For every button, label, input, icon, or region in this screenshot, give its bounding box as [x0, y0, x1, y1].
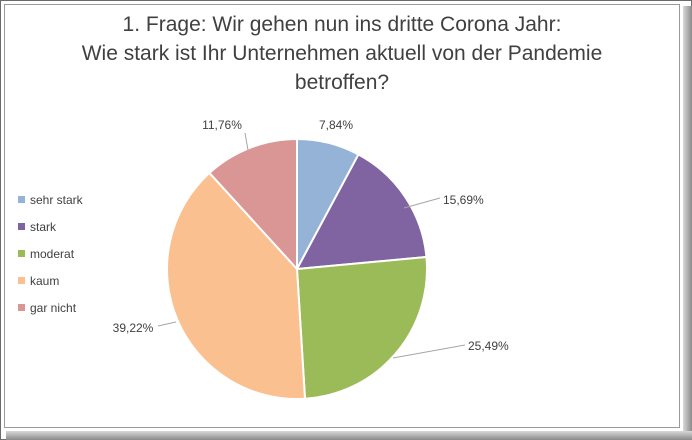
legend-item-sehr-stark: sehr stark	[18, 186, 83, 213]
legend-swatch	[18, 196, 25, 203]
data-label: 25,49%	[468, 339, 509, 353]
chart-title-line-2: Wie stark ist Ihr Unternehmen aktuell vo…	[81, 42, 603, 65]
legend-swatch	[18, 250, 25, 257]
legend-label: gar nicht	[30, 300, 77, 315]
legend: sehr stark stark moderat kaum gar nicht	[18, 186, 83, 321]
leader-line	[403, 197, 441, 209]
chart-title-line-3: betroffen?	[294, 71, 390, 94]
legend-swatch	[18, 304, 25, 311]
pie-slice-stark	[295, 153, 428, 271]
legend-item-gar-nicht: gar nicht	[18, 294, 83, 321]
legend-label: moderat	[30, 246, 75, 261]
frame-shadow-right	[683, 6, 692, 440]
chart-title: 1. Frage: Wir gehen nun ins dritte Coron…	[4, 10, 680, 97]
frame-shadow-bottom	[6, 431, 692, 440]
legend-label: sehr stark	[30, 192, 83, 207]
legend-label: stark	[30, 219, 57, 234]
legend-label: kaum	[30, 273, 60, 288]
legend-item-kaum: kaum	[18, 267, 83, 294]
data-label: 7,84%	[319, 118, 353, 132]
legend-swatch	[18, 277, 25, 284]
data-label: 39,22%	[113, 321, 154, 335]
leader-line	[392, 344, 466, 359]
data-label: 11,76%	[202, 118, 242, 132]
legend-item-moderat: moderat	[18, 240, 83, 267]
legend-swatch	[18, 223, 25, 230]
chart-title-line-1: 1. Frage: Wir gehen nun ins dritte Coron…	[122, 13, 562, 36]
leader-line	[157, 321, 177, 327]
pie-slice-gar-nicht	[208, 137, 298, 272]
legend-item-stark: stark	[18, 213, 83, 240]
pie-slice-moderat	[295, 255, 428, 400]
pie-slice-kaum	[166, 171, 307, 400]
leader-line	[244, 132, 249, 151]
data-label: 15,69%	[443, 193, 484, 207]
